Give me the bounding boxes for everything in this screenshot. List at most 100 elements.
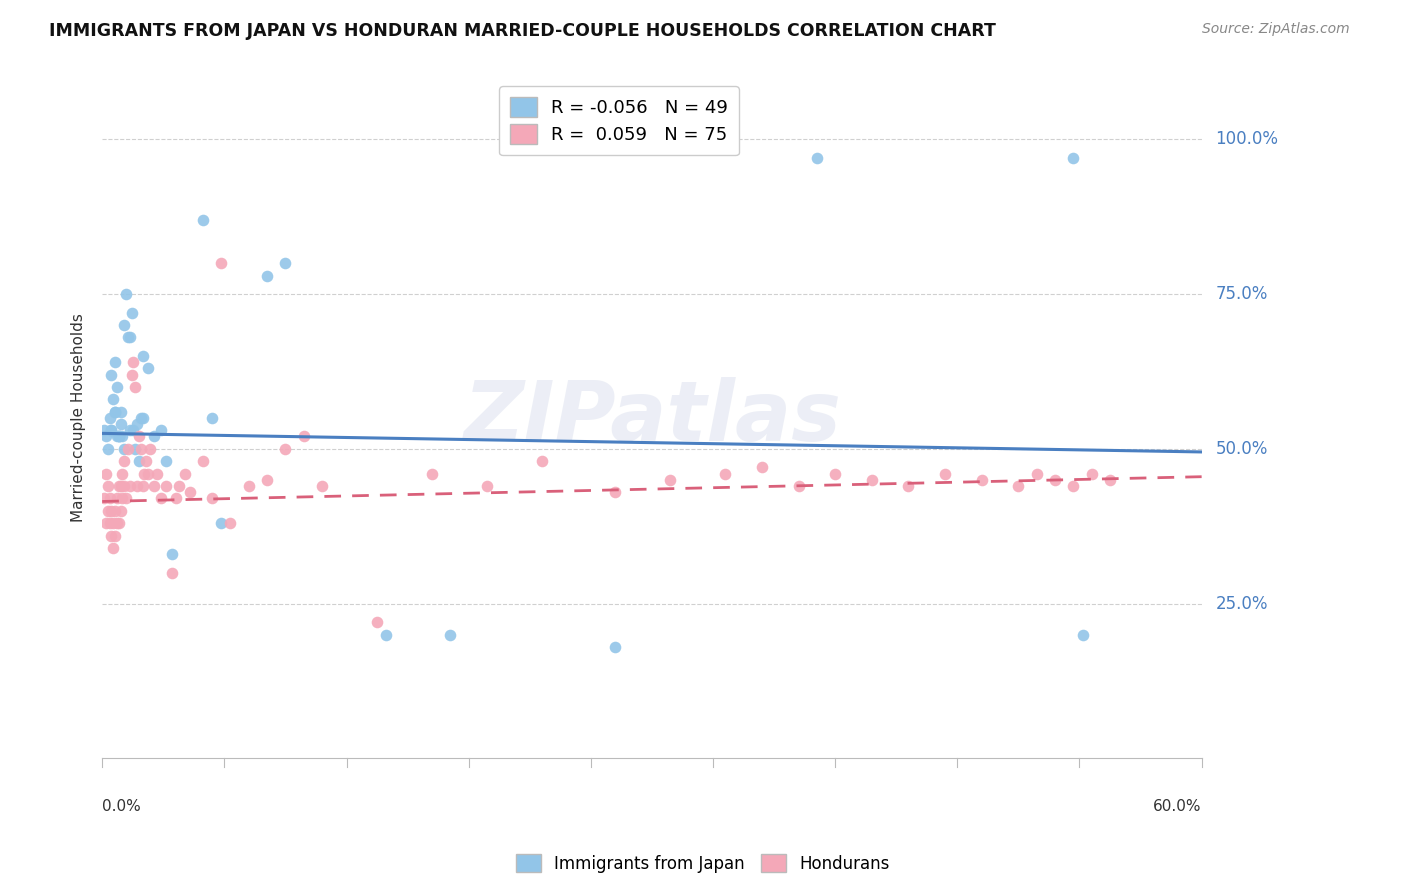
Point: [191, 212, 214, 227]
Point: [122, 355, 145, 369]
Point: [100, 423, 122, 437]
Point: [1025, 467, 1047, 481]
Text: 25.0%: 25.0%: [1216, 595, 1268, 613]
Point: [111, 429, 134, 443]
Point: [366, 615, 388, 629]
Point: [94, 429, 117, 443]
Point: [134, 467, 156, 481]
Point: [131, 349, 153, 363]
Point: [112, 479, 135, 493]
Point: [129, 442, 152, 456]
Text: 100.0%: 100.0%: [1216, 130, 1278, 148]
Point: [751, 460, 773, 475]
Point: [94, 516, 117, 530]
Point: [124, 442, 146, 456]
Point: [439, 627, 461, 641]
Point: [1098, 473, 1121, 487]
Point: [104, 504, 127, 518]
Point: [115, 287, 138, 301]
Point: [375, 627, 398, 641]
Point: [209, 256, 232, 270]
Point: [128, 454, 150, 468]
Legend: Immigrants from Japan, Hondurans: Immigrants from Japan, Hondurans: [509, 847, 897, 880]
Point: [104, 355, 127, 369]
Point: [155, 454, 177, 468]
Point: [256, 473, 278, 487]
Point: [714, 467, 737, 481]
Y-axis label: Married-couple Households: Married-couple Households: [72, 313, 86, 523]
Point: [125, 417, 148, 431]
Point: [1062, 479, 1084, 493]
Point: [787, 479, 810, 493]
Point: [125, 479, 148, 493]
Point: [100, 368, 122, 382]
Point: [165, 491, 187, 506]
Point: [107, 516, 129, 530]
Point: [107, 429, 129, 443]
Point: [105, 516, 128, 530]
Point: [1071, 627, 1094, 641]
Legend: R = -0.056   N = 49, R =  0.059   N = 75: R = -0.056 N = 49, R = 0.059 N = 75: [499, 87, 740, 155]
Point: [105, 491, 128, 506]
Point: [104, 405, 127, 419]
Point: [97, 504, 120, 518]
Point: [149, 423, 172, 437]
Point: [98, 516, 121, 530]
Point: [149, 491, 172, 506]
Point: [107, 479, 129, 493]
Point: [103, 516, 125, 530]
Text: 60.0%: 60.0%: [1153, 799, 1202, 814]
Point: [110, 504, 132, 518]
Point: [209, 516, 232, 530]
Point: [1080, 467, 1102, 481]
Point: [118, 330, 141, 344]
Point: [1062, 151, 1084, 165]
Text: Source: ZipAtlas.com: Source: ZipAtlas.com: [1202, 22, 1350, 37]
Point: [122, 423, 145, 437]
Point: [98, 410, 121, 425]
Point: [605, 640, 627, 654]
Point: [100, 423, 122, 437]
Point: [98, 491, 121, 506]
Point: [155, 479, 177, 493]
Point: [605, 485, 627, 500]
Point: [191, 454, 214, 468]
Text: 50.0%: 50.0%: [1216, 440, 1268, 458]
Point: [94, 467, 117, 481]
Point: [274, 256, 297, 270]
Point: [173, 467, 195, 481]
Point: [112, 454, 135, 468]
Point: [100, 504, 122, 518]
Point: [100, 528, 122, 542]
Point: [1007, 479, 1029, 493]
Point: [93, 491, 115, 506]
Point: [142, 479, 165, 493]
Point: [201, 491, 224, 506]
Point: [530, 454, 553, 468]
Point: [110, 479, 132, 493]
Point: [142, 429, 165, 443]
Point: [146, 467, 169, 481]
Point: [104, 528, 127, 542]
Point: [131, 479, 153, 493]
Text: 75.0%: 75.0%: [1216, 285, 1268, 303]
Point: [110, 405, 132, 419]
Point: [1043, 473, 1066, 487]
Point: [103, 541, 125, 555]
Point: [860, 473, 883, 487]
Point: [201, 410, 224, 425]
Point: [256, 268, 278, 283]
Point: [104, 405, 127, 419]
Point: [97, 442, 120, 456]
Point: [136, 361, 159, 376]
Point: [112, 442, 135, 456]
Point: [117, 442, 139, 456]
Point: [124, 380, 146, 394]
Point: [824, 467, 846, 481]
Point: [111, 491, 134, 506]
Point: [107, 429, 129, 443]
Point: [93, 423, 115, 437]
Point: [118, 423, 141, 437]
Point: [118, 479, 141, 493]
Point: [475, 479, 498, 493]
